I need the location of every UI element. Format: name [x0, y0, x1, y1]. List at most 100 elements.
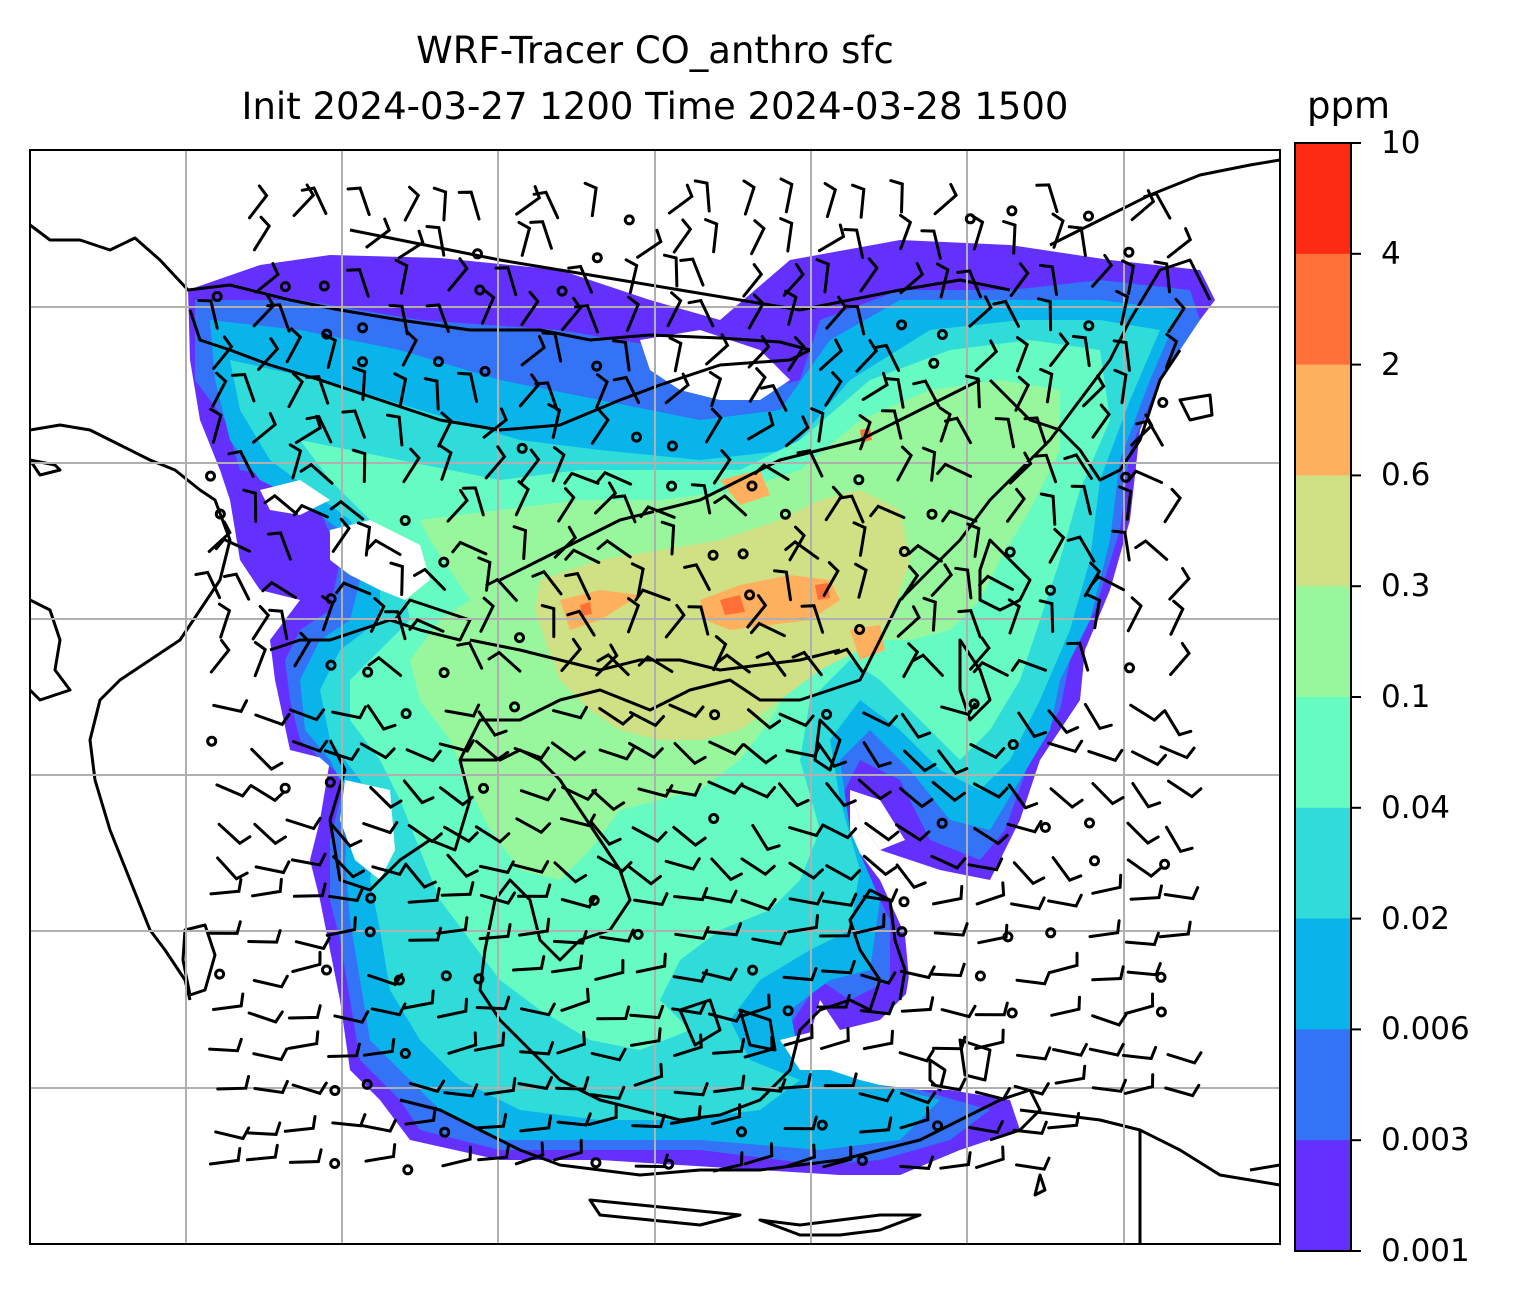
wind-barb — [783, 1024, 814, 1047]
wind-barb — [912, 379, 941, 408]
wind-barb — [594, 958, 625, 981]
wind-barb — [778, 1073, 812, 1090]
wind-barb — [217, 822, 252, 846]
wind-barb — [705, 333, 730, 366]
wind-barb — [1083, 561, 1102, 598]
calm-wind-marker — [821, 708, 833, 720]
wind-barb — [1163, 886, 1200, 901]
wind-barb — [1048, 527, 1066, 564]
wind-barb — [407, 887, 441, 904]
wind-barb — [634, 588, 671, 602]
wind-barb — [1113, 368, 1128, 405]
wind-barb — [405, 863, 437, 889]
wind-barb — [474, 825, 511, 844]
wind-barb — [788, 525, 806, 562]
wind-barb — [512, 525, 528, 560]
calm-wind-marker — [928, 357, 940, 369]
wind-barb — [838, 494, 865, 524]
colorbar-tick-label: 0.04 — [1381, 789, 1451, 826]
calm-wind-marker — [898, 896, 910, 908]
wind-barb — [628, 741, 664, 760]
wind-barb — [1039, 367, 1054, 404]
wind-barb — [823, 182, 838, 219]
wind-barb — [1009, 262, 1030, 298]
wind-barb — [778, 782, 810, 808]
wind-barb — [556, 1112, 592, 1127]
wind-barb — [935, 262, 950, 299]
wind-barb — [1118, 485, 1133, 521]
wind-barb — [1163, 487, 1182, 524]
wind-barb — [519, 788, 557, 802]
wind-barb — [716, 653, 751, 674]
wind-barb — [253, 822, 287, 846]
wind-barb — [1126, 962, 1162, 977]
wind-barb — [896, 605, 921, 638]
wind-barb — [907, 543, 943, 563]
wind-barb — [741, 993, 771, 1018]
colorbar-segment — [1295, 143, 1351, 255]
wind-barb — [561, 785, 598, 802]
wind-barb — [629, 1004, 665, 1020]
wind-barb — [787, 914, 819, 934]
wind-barb — [664, 603, 686, 639]
wind-barb — [323, 747, 360, 762]
wind-barb — [266, 303, 291, 333]
wind-barb — [664, 857, 701, 871]
wind-barb — [365, 217, 392, 249]
wind-barb — [630, 562, 645, 599]
wind-barb — [333, 1010, 370, 1024]
wind-barb — [1087, 593, 1102, 630]
wind-barb — [292, 739, 329, 753]
wind-barb — [1126, 821, 1160, 845]
wind-barb — [261, 580, 297, 599]
wind-barb — [862, 888, 899, 903]
wind-barb — [1047, 893, 1083, 908]
wind-barb — [475, 995, 511, 1011]
wind-barb — [1087, 748, 1124, 763]
wind-barb — [595, 470, 633, 486]
wind-barb — [943, 416, 972, 445]
wind-barb — [624, 258, 639, 295]
wind-barb — [425, 303, 450, 333]
wind-barb — [540, 604, 556, 639]
wind-barb — [439, 444, 453, 481]
wind-barb — [898, 1049, 935, 1063]
wind-barb — [705, 407, 723, 444]
calm-wind-marker — [214, 968, 226, 980]
calm-wind-marker — [1159, 858, 1171, 870]
wind-barb — [283, 1115, 317, 1133]
calm-wind-marker — [932, 1120, 944, 1132]
wind-barb — [1121, 1045, 1158, 1061]
wind-barb — [485, 577, 518, 602]
wind-barb — [413, 567, 447, 591]
calm-wind-marker — [433, 356, 444, 368]
calm-wind-marker — [1045, 927, 1057, 939]
wind-barb — [966, 522, 981, 558]
colorbar-tick-label: 0.006 — [1381, 1011, 1470, 1048]
wind-barb — [409, 1079, 446, 1094]
wind-barb — [515, 817, 552, 835]
calm-wind-marker — [440, 970, 452, 982]
calm-wind-marker — [896, 319, 908, 331]
calm-wind-marker — [364, 926, 376, 938]
wind-barb — [1169, 599, 1185, 636]
wind-barb — [900, 565, 920, 601]
wind-barb — [209, 878, 243, 896]
wind-barb — [359, 742, 396, 760]
calm-wind-marker — [393, 974, 405, 986]
wind-barb — [564, 548, 601, 564]
wind-barb — [862, 1029, 894, 1051]
wind-barb — [285, 327, 303, 364]
wind-barb — [900, 1091, 937, 1105]
wind-barb — [441, 1145, 472, 1168]
wind-barb — [487, 650, 522, 673]
wind-barb — [627, 597, 641, 634]
wind-barb — [823, 1072, 858, 1088]
wind-barb — [351, 448, 367, 484]
wind-barb — [294, 414, 322, 444]
wind-barb — [423, 377, 440, 411]
wind-barb — [861, 371, 889, 401]
colorbar — [1295, 142, 1361, 1252]
wind-barb — [401, 330, 419, 367]
calm-wind-marker — [737, 548, 749, 560]
